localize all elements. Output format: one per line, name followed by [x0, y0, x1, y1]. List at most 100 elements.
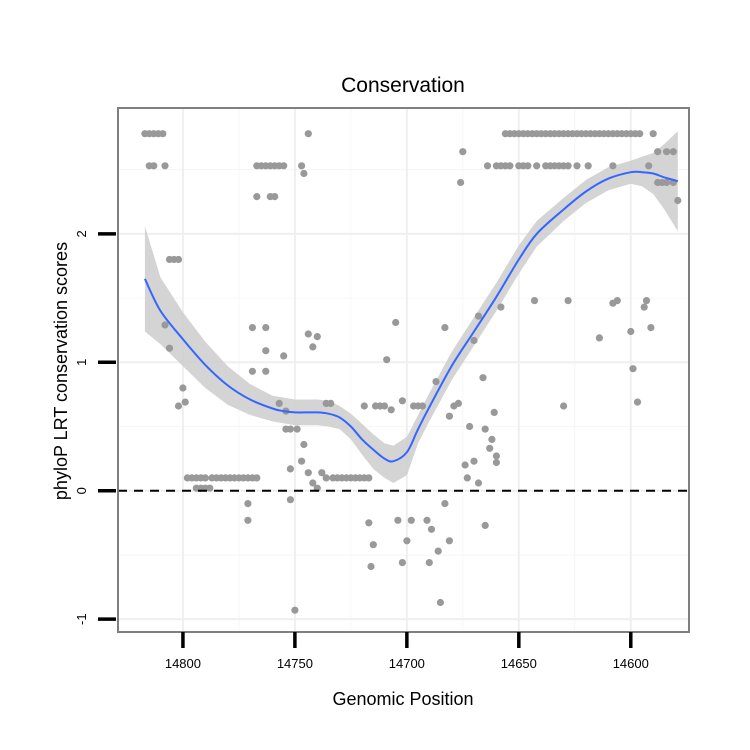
data-point — [360, 402, 368, 410]
data-point — [262, 324, 270, 332]
x-tick-label: 14700 — [389, 656, 425, 671]
data-point — [387, 406, 395, 414]
data-point — [533, 162, 541, 170]
data-point — [286, 465, 294, 473]
data-point — [275, 399, 283, 407]
data-point — [432, 378, 440, 386]
data-point — [423, 516, 431, 524]
data-point — [481, 521, 489, 530]
data-point — [244, 500, 252, 508]
data-point — [179, 384, 187, 392]
x-tick-label: 14650 — [501, 656, 537, 671]
data-point — [595, 334, 604, 342]
data-point — [636, 130, 644, 138]
data-point — [407, 516, 415, 524]
y-axis-title: phyloP LRT conservation scores — [51, 242, 71, 500]
data-point — [445, 412, 453, 420]
data-point — [481, 425, 489, 433]
data-point — [463, 474, 471, 482]
data-point — [654, 148, 662, 156]
data-point — [181, 398, 189, 406]
data-point — [627, 327, 635, 336]
data-point — [506, 162, 514, 170]
data-point — [174, 402, 183, 410]
data-point — [286, 425, 294, 433]
data-point — [403, 537, 411, 545]
data-point — [280, 352, 288, 360]
x-tick-label: 14800 — [165, 656, 201, 671]
data-point — [304, 469, 312, 477]
x-tick-label: 14750 — [277, 656, 313, 671]
data-point — [300, 440, 308, 449]
data-point — [262, 347, 270, 355]
data-point — [649, 130, 657, 138]
data-point — [457, 178, 465, 187]
data-point — [206, 484, 214, 492]
confidence-ribbon — [144, 131, 678, 483]
data-point — [441, 324, 449, 332]
data-point — [466, 422, 474, 431]
data-point — [488, 435, 496, 443]
data-point — [322, 474, 330, 482]
x-tick-label: 14600 — [613, 656, 649, 671]
data-point — [253, 474, 261, 482]
data-point — [425, 559, 433, 567]
data-point — [573, 162, 581, 170]
data-point — [365, 474, 373, 482]
axis-ticks: 14800 14750 14700 14650 14600 -1 0 1 2 — [74, 230, 649, 671]
data-point — [161, 321, 169, 329]
data-point — [318, 469, 326, 477]
data-point — [244, 516, 252, 524]
data-point — [298, 162, 306, 170]
data-point — [380, 402, 389, 410]
data-point — [248, 367, 256, 375]
data-point — [647, 324, 655, 332]
data-point — [309, 343, 317, 351]
data-point — [418, 402, 427, 410]
data-point — [253, 193, 261, 201]
data-point — [280, 162, 288, 170]
chart-title: Conservation — [341, 74, 465, 97]
data-point — [645, 162, 653, 170]
data-point — [524, 162, 532, 170]
data-point — [369, 541, 377, 549]
data-point — [564, 162, 572, 170]
data-point — [161, 162, 169, 170]
data-point — [445, 537, 453, 545]
data-point — [470, 336, 478, 345]
data-point — [293, 425, 301, 433]
data-point — [300, 169, 308, 178]
data-point — [201, 474, 209, 482]
data-point — [474, 312, 483, 320]
data-point — [459, 148, 467, 156]
y-tick-label: 2 — [74, 230, 89, 237]
data-point — [313, 333, 321, 341]
data-point — [309, 479, 317, 487]
smooth-curve — [143, 170, 679, 463]
data-point — [669, 148, 677, 156]
data-point — [392, 318, 400, 327]
data-point — [248, 324, 256, 332]
data-point — [609, 162, 617, 170]
data-point — [663, 148, 671, 156]
data-point — [642, 297, 651, 305]
plot-panel-border — [117, 107, 690, 633]
x-axis-title: Genomic Position — [332, 689, 473, 709]
data-point — [286, 496, 294, 504]
data-point — [441, 500, 449, 508]
data-point — [640, 303, 648, 311]
data-point — [304, 330, 312, 338]
data-point — [436, 598, 444, 607]
data-point — [454, 399, 462, 407]
data-point — [461, 461, 469, 469]
data-point — [497, 303, 505, 311]
data-point — [613, 297, 621, 305]
data-point — [427, 525, 436, 533]
data-point — [262, 367, 270, 375]
data-point — [584, 162, 592, 170]
data-point — [470, 457, 478, 465]
confidence-ribbon-layer — [144, 131, 678, 483]
data-point — [434, 547, 442, 555]
data-points — [141, 130, 682, 614]
